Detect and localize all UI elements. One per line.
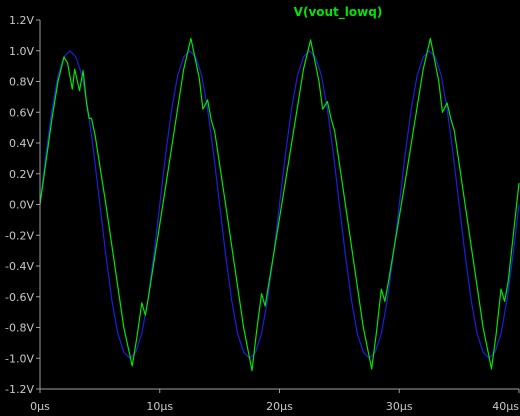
y-tick-label: 0.4V [9, 137, 34, 150]
x-tick-label: 20µs [266, 400, 293, 413]
y-tick-label: -0.2V [5, 229, 34, 242]
y-tick-label: -0.8V [5, 322, 34, 335]
y-tick-label: 0.6V [9, 106, 34, 119]
y-tick-label: 0.8V [9, 76, 34, 89]
x-tick-label: 10µs [146, 400, 173, 413]
y-tick-label: -0.4V [5, 260, 34, 273]
traces-layer [39, 37, 520, 372]
x-tick-label: 0µs [30, 400, 50, 413]
y-tick-label: 0.0V [9, 199, 34, 212]
trace-blue-line[interactable] [39, 50, 520, 359]
trace-vout-lowq-line[interactable] [39, 37, 520, 372]
x-tick-label: 40µs [492, 400, 519, 413]
y-tick-label: -1.0V [5, 352, 34, 365]
y-tick-label: -1.2V [5, 383, 34, 396]
y-tick-label: 1.0V [9, 45, 34, 58]
x-tick-label: 30µs [386, 400, 413, 413]
y-tick-label: 1.2V [9, 14, 34, 27]
y-axis-ticks: 1.2V 1.0V 0.8V 0.6V 0.4V 0.2V 0.0V -0.2V -0.4V -0… [5, 14, 40, 396]
x-axis-ticks: 0µs 10µs 20µs 30µs 40µs [30, 389, 520, 413]
y-tick-label: -0.6V [5, 291, 34, 304]
y-tick-label: 0.2V [9, 168, 34, 181]
trace-title[interactable]: V(vout_lowq) [294, 5, 383, 20]
